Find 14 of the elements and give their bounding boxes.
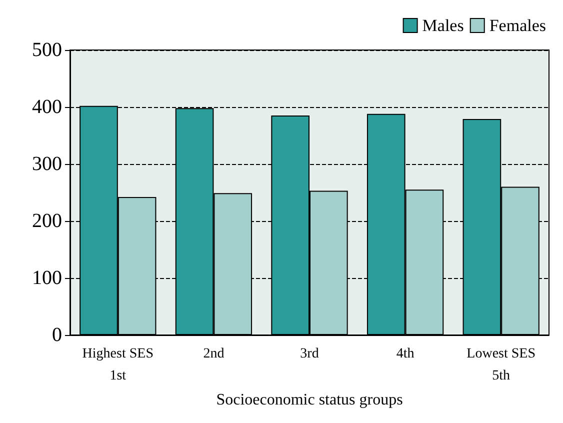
y-tick-label: 0 [52, 324, 62, 346]
x-tick-label: Highest SES 1st [82, 346, 154, 384]
x-axis-title: Socioeconomic status groups [216, 391, 403, 408]
y-tick-label: 400 [32, 96, 62, 118]
y-tick-label: 200 [32, 210, 62, 232]
x-tick-label: 4th [396, 346, 414, 362]
legend-label: Males [422, 16, 464, 35]
legend-label: Females [489, 16, 546, 35]
y-tick-label: 500 [32, 39, 62, 61]
x-tick-label: 2nd [203, 346, 224, 362]
y-tick-label: 100 [32, 267, 62, 289]
y-tick-label: 300 [32, 153, 62, 175]
x-tick-label: Lowest SES 5th [466, 346, 536, 384]
x-tick-label: 3rd [300, 346, 319, 362]
